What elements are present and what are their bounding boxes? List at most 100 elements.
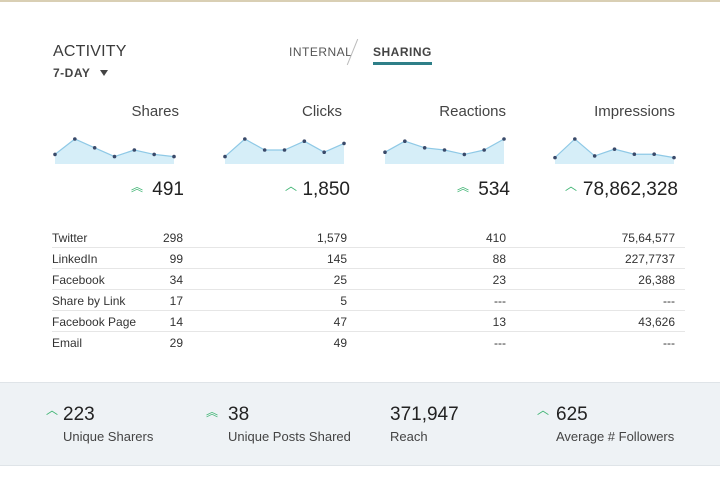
sparkline-area <box>55 139 174 164</box>
sparkline-area <box>555 139 674 164</box>
caret-down-icon <box>100 70 109 76</box>
sparkline-point <box>262 148 267 152</box>
row-reactions: --- <box>494 294 506 308</box>
table-row: LinkedIn 99 145 88 227,7737 <box>52 248 685 269</box>
sparkline-point <box>112 154 117 159</box>
range-label: 7-DAY <box>53 66 91 80</box>
up-arrow-icon: ︿ <box>565 179 578 193</box>
metric-value-clicks: 1,850 <box>302 179 350 200</box>
row-impressions: --- <box>663 336 675 350</box>
metric-label-clicks: Clicks <box>302 103 342 120</box>
stat-label-avg-followers: Average # Followers <box>556 429 675 444</box>
row-impressions: 227,7737 <box>624 252 675 266</box>
metric-label-reactions: Reactions <box>439 103 506 120</box>
sparkline-point <box>223 154 227 159</box>
row-shares: 29 <box>169 336 183 350</box>
double-up-arrow-icon: ︽ <box>457 180 470 194</box>
sparkline-point <box>152 152 156 157</box>
row-clicks: 5 <box>340 294 347 308</box>
table-row: Email 29 49 --- --- <box>52 332 685 353</box>
row-impressions: --- <box>663 294 675 308</box>
row-reactions: --- <box>494 336 506 350</box>
stat-value-unique-sharers: 223 <box>63 404 95 425</box>
row-reactions: 410 <box>485 231 506 245</box>
row-shares: 298 <box>162 231 183 245</box>
row-clicks: 145 <box>326 252 347 266</box>
row-source: Share by Link <box>52 294 126 308</box>
metric-value-impressions: 78,862,328 <box>582 179 678 200</box>
row-reactions: 23 <box>492 273 506 287</box>
row-clicks: 25 <box>333 273 347 287</box>
double-up-arrow-icon: ︽ <box>206 405 219 419</box>
metric-label-shares: Shares <box>131 103 179 120</box>
metric-value-shares: 491 <box>152 179 184 200</box>
row-impressions: 26,388 <box>638 273 675 287</box>
tab-internal[interactable]: INTERNAL <box>289 45 353 59</box>
sparkline-point <box>132 148 137 152</box>
sparkline-point <box>612 147 617 151</box>
sparkline-point <box>652 152 656 157</box>
sparkline-impressions <box>553 137 676 164</box>
sparkline-point <box>442 148 447 152</box>
row-shares: 14 <box>169 315 183 329</box>
up-arrow-icon: ︿ <box>46 403 59 417</box>
table-row: Facebook Page 14 47 13 43,626 <box>52 311 685 332</box>
row-clicks: 49 <box>333 336 347 350</box>
row-source: Facebook Page <box>52 315 137 329</box>
row-clicks: 47 <box>333 315 347 329</box>
table-row: Facebook 34 25 23 26,388 <box>52 269 685 290</box>
sparkline-point <box>553 155 557 160</box>
sparkline-point <box>403 139 407 143</box>
stat-value-unique-posts: 38 <box>228 404 250 425</box>
sparkline-point <box>282 148 287 152</box>
top-divider <box>0 0 720 2</box>
row-reactions: 88 <box>492 252 506 266</box>
row-shares: 99 <box>169 252 183 266</box>
double-up-arrow-icon: ︽ <box>131 180 144 194</box>
range-dropdown[interactable]: 7-DAY <box>53 66 109 80</box>
tab-sharing[interactable]: SHARING <box>373 45 432 65</box>
sparkline-point <box>462 152 467 157</box>
stat-value-avg-followers: 625 <box>556 404 588 425</box>
sparkline-point <box>302 139 307 143</box>
table-row: Share by Link 17 5 --- --- <box>52 290 685 311</box>
sparkline-point <box>592 154 597 158</box>
breakdown-table: Twitter 298 1,579 410 75,64,577 LinkedIn… <box>52 227 685 353</box>
sparkline-point <box>632 152 637 157</box>
sparkline-point <box>172 154 176 159</box>
sparkline-point <box>73 137 77 141</box>
row-impressions: 43,626 <box>638 315 675 329</box>
up-arrow-icon: ︿ <box>285 179 298 193</box>
up-arrow-icon: ︿ <box>537 403 550 417</box>
sparkline-point <box>53 152 57 157</box>
row-clicks: 1,579 <box>316 231 347 245</box>
sparkline-point <box>573 137 577 141</box>
metric-label-impressions: Impressions <box>594 103 675 120</box>
table-row: Twitter 298 1,579 410 75,64,577 <box>52 227 685 248</box>
sparkline-point <box>322 150 326 154</box>
metric-value-reactions: 534 <box>478 179 510 200</box>
sparkline-clicks <box>223 137 346 164</box>
row-shares: 17 <box>169 294 183 308</box>
sparkline-shares <box>53 137 176 164</box>
sparkline-point <box>243 137 247 141</box>
row-source: LinkedIn <box>52 252 98 266</box>
sparkline-reactions <box>383 137 506 164</box>
summary-footer <box>0 382 720 466</box>
sparkline-point <box>672 155 676 160</box>
sparkline-point <box>482 148 486 152</box>
stat-label-unique-sharers: Unique Sharers <box>63 429 154 444</box>
sparkline-point <box>342 141 346 146</box>
row-source: Email <box>52 336 83 350</box>
stat-label-unique-posts: Unique Posts Shared <box>228 429 351 444</box>
row-source: Facebook <box>52 273 105 287</box>
page-title: ACTIVITY <box>53 43 127 60</box>
sparkline-point <box>422 146 427 150</box>
stat-value-reach: 371,947 <box>390 404 459 425</box>
row-impressions: 75,64,577 <box>621 231 675 245</box>
stat-label-reach: Reach <box>390 429 428 444</box>
sparkline-point <box>502 137 506 141</box>
row-source: Twitter <box>52 231 88 245</box>
row-shares: 34 <box>169 273 183 287</box>
sparkline-point <box>383 150 387 154</box>
